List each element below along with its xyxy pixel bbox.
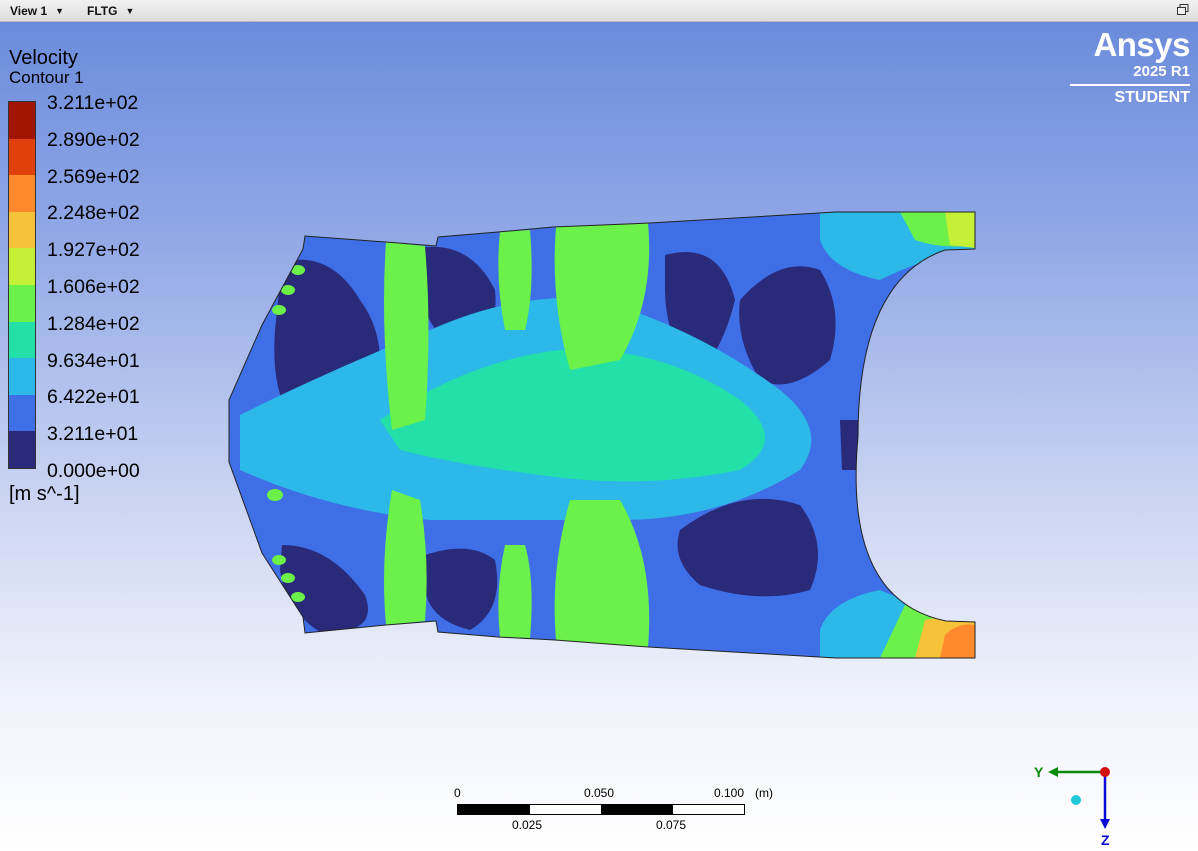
chevron-down-icon: ▼ xyxy=(125,6,135,16)
legend-title: Velocity xyxy=(9,47,78,69)
y-axis-label: Y xyxy=(1034,764,1044,780)
legend-swatch xyxy=(9,211,35,249)
velocity-contour-plot xyxy=(228,211,976,659)
brand-edition: STUDENT xyxy=(1114,89,1190,106)
scale-bar: 0 0.050 0.100 (m) 0.025 0.075 xyxy=(454,786,773,851)
legend-level-label: 1.284e+02 xyxy=(47,312,140,335)
scale-unit: (m) xyxy=(755,786,773,800)
scale-bar-segments xyxy=(457,804,745,815)
legend-swatch xyxy=(9,431,35,468)
legend-swatch xyxy=(9,248,35,285)
legend-unit: [m s^-1] xyxy=(9,483,80,505)
legend-level-label: 1.927e+02 xyxy=(47,239,140,262)
brand-version: 2025 R1 xyxy=(1133,63,1190,80)
chevron-down-icon: ▼ xyxy=(55,6,65,16)
scale-label-top: 0.050 xyxy=(584,786,615,800)
legend-swatch xyxy=(9,284,35,322)
legend-swatch xyxy=(9,321,35,359)
legend-level-label: 2.569e+02 xyxy=(47,165,140,188)
scale-label-bottom: 0.075 xyxy=(656,818,687,832)
scale-label-top: 0.100 xyxy=(714,786,745,800)
axis-triad-icon xyxy=(1048,767,1110,829)
z-axis-label: Z xyxy=(1101,832,1110,848)
viewer-toolbar: View 1 ▼ FLTG ▼ xyxy=(0,0,1198,22)
legend-level-label: 2.248e+02 xyxy=(47,202,140,225)
legend-subtitle: Contour 1 xyxy=(9,68,84,87)
color-legend-bar xyxy=(8,101,36,469)
legend-swatch xyxy=(9,358,35,395)
legend-level-label: 3.211e+01 xyxy=(47,423,139,446)
legend-level-label: 3.211e+02 xyxy=(47,92,139,114)
view-label: View 1 xyxy=(10,4,48,18)
ansys-logo: Ansys 2025 R1 STUDENT xyxy=(1070,26,1191,107)
object-selector[interactable]: FLTG ▼ xyxy=(87,4,134,18)
legend-level-label: 6.422e+01 xyxy=(47,386,140,409)
3d-viewport[interactable]: Velocity Contour 1 3.211e+02 2.890e+02 2.5… xyxy=(0,22,1198,851)
scale-label-top: 0 xyxy=(454,786,461,800)
legend-swatch xyxy=(9,394,35,432)
brand-divider xyxy=(1070,84,1190,86)
legend-level-label: 1.606e+02 xyxy=(47,276,140,298)
brand-name: Ansys xyxy=(1093,26,1190,63)
legend-swatch xyxy=(9,138,35,176)
axis-triad[interactable]: Y Z xyxy=(1030,762,1130,851)
object-label: FLTG xyxy=(87,4,118,18)
view-selector[interactable]: View 1 ▼ xyxy=(10,4,64,18)
legend-swatch xyxy=(9,175,35,212)
legend-level-label: 2.890e+02 xyxy=(47,128,140,151)
legend-level-label: 9.634e+01 xyxy=(47,349,140,372)
scale-label-bottom: 0.025 xyxy=(512,818,543,832)
legend-level-label: 0.000e+00 xyxy=(47,460,140,482)
legend-swatch xyxy=(9,102,35,139)
restore-window-icon[interactable] xyxy=(1176,3,1190,17)
